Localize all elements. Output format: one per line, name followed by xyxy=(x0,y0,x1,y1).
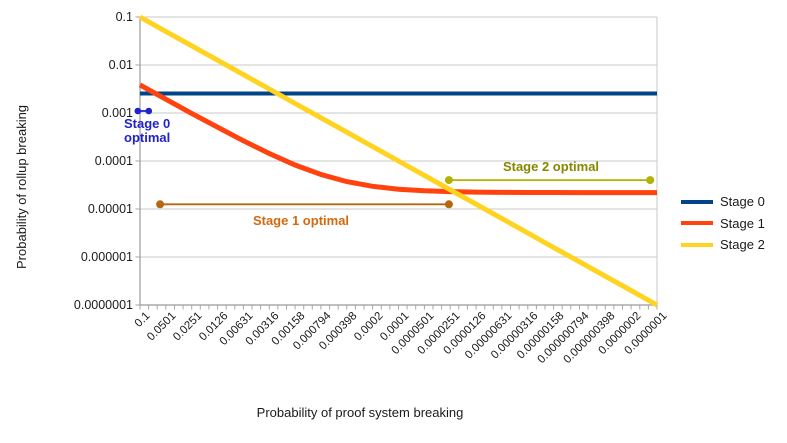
stage2-optimal-dot-left xyxy=(444,176,453,185)
legend-line-swatch xyxy=(681,199,713,204)
annotation-stage0-optimal: Stage 0 optimal xyxy=(124,117,170,145)
stage2-optimal-dot-right xyxy=(646,176,655,185)
y-tick-label: 0.0001 xyxy=(94,154,133,168)
y-tick-label: 0.000001 xyxy=(80,250,133,264)
legend-line-swatch xyxy=(681,221,713,226)
legend-item-stage-2: Stage 2 xyxy=(681,234,765,256)
legend-item-stage-0: Stage 0 xyxy=(681,191,765,213)
legend: Stage 0 Stage 1 Stage 2 xyxy=(681,191,765,256)
y-axis-title: Probability of rollup breaking xyxy=(14,104,29,270)
stage1-optimal-dot-left xyxy=(156,200,165,209)
stage0-optimal-dot-right xyxy=(145,107,153,115)
y-tick-label: 0.00001 xyxy=(87,202,133,216)
x-axis-title: Probability of proof system breaking xyxy=(256,405,464,420)
legend-label: Stage 1 xyxy=(720,215,765,231)
legend-line-swatch xyxy=(681,242,713,247)
annotation-stage0-line2: optimal xyxy=(124,130,171,145)
y-tick-label: 0.001 xyxy=(101,106,133,120)
series-stage-2-line xyxy=(138,14,659,308)
y-tick-label: 0.01 xyxy=(108,58,133,72)
series-stage-1-line xyxy=(138,82,657,196)
y-tick-label: 0.1 xyxy=(115,10,133,24)
legend-item-stage-1: Stage 1 xyxy=(681,213,765,235)
y-tick-label: 0.0000001 xyxy=(73,298,133,312)
legend-label: Stage 0 xyxy=(720,194,765,210)
stage1-optimal-dot-right xyxy=(444,200,453,209)
annotation-stage2-optimal: Stage 2 optimal xyxy=(502,159,600,174)
annotation-stage0-line1: Stage 0 xyxy=(124,116,171,131)
stage0-optimal-dot-left xyxy=(134,107,142,115)
annotation-stage1-optimal: Stage 1 optimal xyxy=(252,213,350,228)
legend-label: Stage 2 xyxy=(720,237,765,253)
